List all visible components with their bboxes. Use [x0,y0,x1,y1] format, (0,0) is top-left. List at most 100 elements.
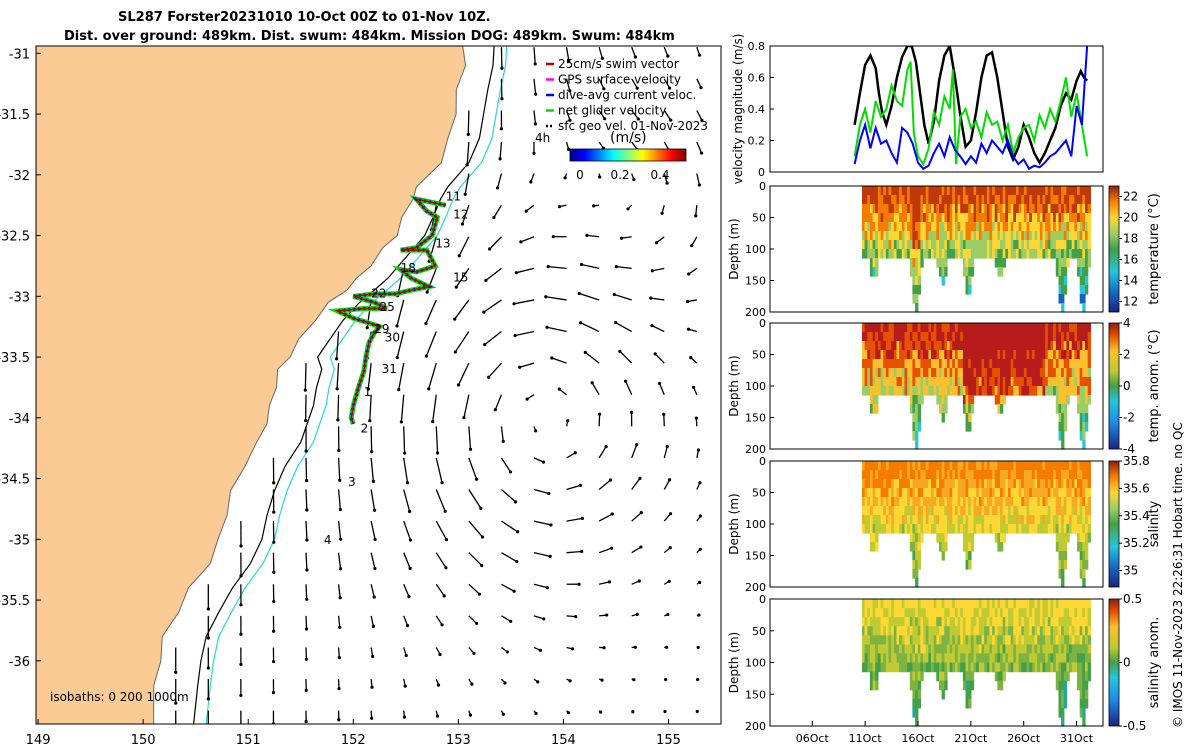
heatmap-cell [1039,470,1044,480]
heatmap-cell [867,506,871,516]
heatmap-cell [907,497,911,507]
heatmap-cell [869,240,874,250]
heatmap-cell [915,285,919,295]
heatmap-cell [1063,488,1068,498]
heatmap-cell [907,377,911,387]
velocity-arrow-head [472,651,476,656]
heatmap-cell [893,497,898,507]
heatmap-cell [901,506,906,516]
heatmap-cell [968,506,972,516]
heatmap-cell [984,386,988,396]
heatmap-cell [880,332,884,342]
heatmap-cell [872,653,876,664]
heatmap-cell [1037,470,1041,480]
heatmap-cell [1061,222,1065,232]
heatmap-cell [1031,479,1036,489]
heatmap-cell [997,608,1001,618]
heatmap-cell [949,204,953,214]
heatmap-cell [976,368,980,378]
heatmap-cell [891,488,895,498]
lon-tick-label: 152 [341,733,366,748]
heatmap-cell [965,662,969,673]
heatmap-cell [968,617,972,627]
heatmap-cell [1071,249,1075,259]
heatmap-cell [936,350,940,360]
heatmap-cell [968,470,972,480]
heatmap-cell [864,332,868,342]
heatmap-cell [1000,240,1004,250]
heatmap-cell [925,653,929,664]
velocity-arrow-head [442,594,446,598]
heatmap-cell [1029,617,1033,627]
velocity-arrow-head [483,343,487,347]
heatmap-cell [885,231,890,241]
heatmap-cell [944,186,948,196]
heatmap-cell [992,341,996,351]
heatmap-cell [1082,285,1086,295]
heatmap-cell [1079,276,1083,286]
heatmap-cell [1061,533,1065,543]
heatmap-cell [936,524,940,534]
heatmap-cell [888,653,892,664]
heatmap-cell [917,222,921,232]
heatmap-cell [1016,186,1020,196]
heatmap-cell [968,186,972,196]
heatmap-cell [1077,470,1081,480]
heatmap-cell [862,350,866,360]
heatmap-cell [1013,515,1017,525]
heatmap-cell [978,249,983,259]
heatmap-cell [931,222,935,232]
heatmap-cell [965,359,969,369]
heatmap-cell [957,662,961,673]
heatmap-cell [1002,461,1006,471]
heatmap-cell [885,350,890,360]
heatmap-cell [989,231,993,241]
heatmap-cell [869,524,874,534]
heatmap-cell [1082,240,1086,250]
heatmap-cell [946,213,951,223]
heatmap-cell [933,240,937,250]
heatmap-cell [872,461,876,471]
heatmap-cell [1074,323,1078,333]
heatmap-cell [1069,653,1073,664]
heatmap-cell [872,195,876,205]
heatmap-cell [946,470,951,480]
heatmap-cell [920,671,924,682]
lat-tick-label: -35.5 [0,594,30,609]
heatmap-cell [1047,332,1052,342]
heatmap-cell [989,497,993,507]
heatmap-cell [1087,204,1091,214]
heatmap-cell [1074,653,1078,664]
velocity-arrow-head [668,86,672,90]
heatmap-cell [1058,213,1062,223]
heatmap-cell [1000,386,1004,396]
velocity-arrow-head [548,554,552,558]
heatmap-cell [883,231,887,241]
velocity-arrow-head [427,387,431,391]
velocity-arrow-head [397,388,401,392]
heatmap-cell [872,332,876,342]
heatmap-cell [1055,231,1060,241]
heatmap-cell [1079,653,1083,664]
heatmap-cell [1021,195,1025,205]
heatmap-cell [944,377,948,387]
heatmap-cell [931,368,935,378]
heatmap-cell [1082,617,1086,627]
heatmap-cell [1071,323,1075,333]
heatmap-cell [939,341,943,351]
heatmap-cell [920,395,924,405]
velocity-arrow [336,363,340,389]
heatmap-cell [1082,386,1086,396]
heatmap-cell [862,524,866,534]
heatmap-cell [1058,524,1062,534]
heatmap-cell [872,249,876,259]
heatmap-cell [1066,195,1070,205]
heatmap-cell [862,240,866,250]
velocity-arrow-head [371,479,375,483]
heatmap-cell [862,377,866,387]
heatmap-cell [888,488,892,498]
heatmap-cell [931,249,935,259]
heatmap-cell [1042,617,1046,627]
heatmap-cell [912,662,916,673]
heatmap-cell [1000,470,1004,480]
